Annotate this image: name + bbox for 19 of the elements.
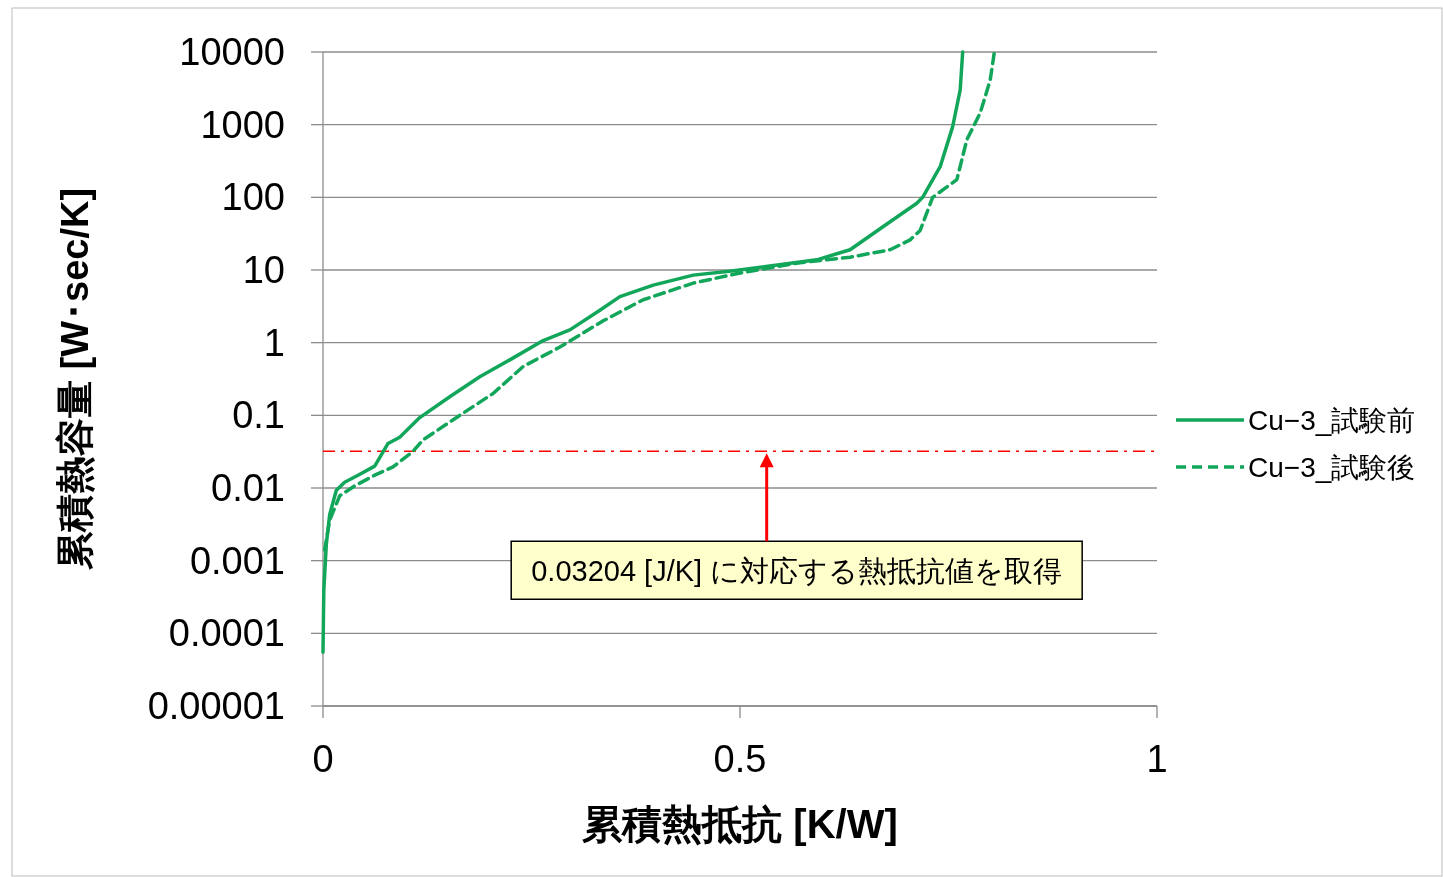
x-tick-label: 0.5 bbox=[713, 738, 767, 780]
x-tick-label: 0 bbox=[312, 738, 334, 780]
y-tick-label: 10000 bbox=[179, 31, 285, 73]
annotation: 0.03204 [J/K] に対応する熱抵抗値を取得 bbox=[531, 555, 1063, 588]
x-tick-label: 1 bbox=[1146, 738, 1168, 780]
legend-label: Cu−3_試験前 bbox=[1248, 405, 1416, 436]
y-tick-label: 0.01 bbox=[211, 467, 285, 509]
y-tick-label: 0.001 bbox=[189, 539, 285, 582]
y-tick-label: 0.0001 bbox=[168, 612, 285, 655]
y-axis-title: 累積熱容量 [W･sec/K] bbox=[54, 187, 96, 571]
x-axis-title: 累積熱抵抗 [K/W] bbox=[582, 802, 898, 846]
y-tick-label: 1 bbox=[263, 321, 285, 364]
legend-label: Cu−3_試験後 bbox=[1248, 452, 1416, 483]
y-tick-label: 0.1 bbox=[232, 394, 285, 437]
y-tick-label: 10 bbox=[242, 249, 285, 291]
y-tick-label: 0.00001 bbox=[147, 685, 285, 727]
y-tick-label: 1000 bbox=[200, 103, 285, 146]
note: 0.03204 [J/K] に対応する熱抵抗値を取得 bbox=[510, 453, 1083, 600]
y-tick-label: 100 bbox=[221, 176, 285, 219]
